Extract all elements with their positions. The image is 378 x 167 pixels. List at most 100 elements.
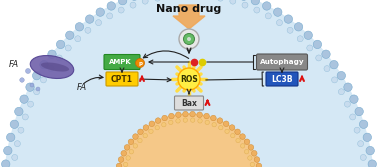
Circle shape bbox=[124, 162, 128, 167]
Circle shape bbox=[20, 95, 28, 103]
Circle shape bbox=[354, 127, 360, 133]
Circle shape bbox=[96, 20, 102, 26]
FancyBboxPatch shape bbox=[104, 54, 140, 69]
Circle shape bbox=[183, 118, 187, 122]
Circle shape bbox=[75, 23, 84, 31]
Circle shape bbox=[33, 71, 41, 80]
Circle shape bbox=[129, 150, 133, 154]
Circle shape bbox=[176, 119, 180, 123]
Text: FA: FA bbox=[77, 82, 87, 92]
Circle shape bbox=[107, 13, 113, 19]
Circle shape bbox=[231, 133, 235, 138]
Text: Nano drug: Nano drug bbox=[156, 4, 222, 14]
Circle shape bbox=[211, 115, 216, 121]
Circle shape bbox=[256, 163, 262, 167]
Circle shape bbox=[337, 71, 345, 80]
Circle shape bbox=[133, 144, 138, 148]
Circle shape bbox=[169, 120, 173, 125]
FancyArrowPatch shape bbox=[84, 75, 103, 83]
Circle shape bbox=[212, 122, 216, 127]
Circle shape bbox=[284, 15, 293, 23]
Text: FA: FA bbox=[9, 59, 19, 68]
Circle shape bbox=[138, 138, 142, 143]
Circle shape bbox=[229, 125, 235, 130]
Circle shape bbox=[240, 134, 245, 139]
Circle shape bbox=[85, 15, 94, 23]
Circle shape bbox=[307, 45, 313, 51]
FancyBboxPatch shape bbox=[106, 72, 138, 86]
Circle shape bbox=[366, 146, 374, 155]
Circle shape bbox=[287, 27, 293, 33]
Circle shape bbox=[344, 101, 350, 107]
Circle shape bbox=[363, 133, 372, 141]
Circle shape bbox=[274, 8, 282, 16]
FancyArrowPatch shape bbox=[143, 51, 189, 58]
Circle shape bbox=[248, 145, 254, 150]
Circle shape bbox=[155, 118, 161, 123]
Circle shape bbox=[191, 118, 195, 122]
Circle shape bbox=[12, 154, 18, 160]
Circle shape bbox=[218, 125, 223, 130]
Circle shape bbox=[36, 87, 40, 91]
Circle shape bbox=[96, 8, 104, 16]
Circle shape bbox=[265, 13, 271, 19]
Polygon shape bbox=[4, 0, 374, 167]
Circle shape bbox=[359, 120, 368, 128]
FancyBboxPatch shape bbox=[266, 72, 298, 86]
Circle shape bbox=[162, 122, 166, 127]
Circle shape bbox=[30, 83, 34, 87]
Circle shape bbox=[65, 31, 74, 39]
Circle shape bbox=[118, 0, 127, 5]
Circle shape bbox=[138, 129, 143, 135]
Text: LC3B: LC3B bbox=[271, 74, 293, 84]
Circle shape bbox=[350, 114, 356, 120]
Circle shape bbox=[251, 0, 260, 5]
Circle shape bbox=[332, 77, 338, 83]
Circle shape bbox=[75, 36, 81, 42]
Circle shape bbox=[242, 2, 248, 8]
Circle shape bbox=[217, 0, 223, 1]
Circle shape bbox=[204, 113, 209, 119]
Circle shape bbox=[56, 40, 65, 49]
Circle shape bbox=[28, 101, 34, 107]
Circle shape bbox=[85, 27, 91, 33]
Circle shape bbox=[350, 95, 358, 103]
Circle shape bbox=[330, 60, 338, 69]
Circle shape bbox=[338, 89, 344, 95]
Circle shape bbox=[26, 83, 34, 91]
Circle shape bbox=[217, 118, 223, 123]
Circle shape bbox=[15, 107, 23, 116]
Circle shape bbox=[197, 112, 203, 118]
Circle shape bbox=[250, 162, 254, 167]
Circle shape bbox=[294, 23, 303, 31]
Circle shape bbox=[316, 55, 322, 61]
Circle shape bbox=[126, 156, 130, 160]
Circle shape bbox=[254, 7, 260, 13]
Circle shape bbox=[116, 163, 122, 167]
FancyBboxPatch shape bbox=[257, 54, 307, 70]
Circle shape bbox=[40, 60, 48, 69]
Circle shape bbox=[225, 129, 229, 134]
Circle shape bbox=[360, 154, 366, 160]
Circle shape bbox=[236, 138, 240, 143]
Circle shape bbox=[56, 55, 62, 61]
Circle shape bbox=[368, 160, 376, 167]
Circle shape bbox=[251, 150, 257, 156]
Circle shape bbox=[48, 50, 56, 58]
Text: p: p bbox=[138, 60, 142, 65]
Polygon shape bbox=[118, 114, 260, 167]
Circle shape bbox=[149, 121, 155, 127]
Ellipse shape bbox=[41, 62, 69, 71]
Text: AMPK: AMPK bbox=[108, 59, 132, 65]
Circle shape bbox=[130, 2, 136, 8]
Circle shape bbox=[40, 77, 46, 83]
Circle shape bbox=[205, 120, 209, 125]
Circle shape bbox=[10, 120, 19, 128]
Circle shape bbox=[297, 36, 303, 42]
Circle shape bbox=[128, 139, 134, 145]
Circle shape bbox=[65, 45, 71, 51]
Circle shape bbox=[107, 2, 115, 10]
Circle shape bbox=[14, 141, 20, 147]
Circle shape bbox=[223, 121, 229, 127]
Circle shape bbox=[155, 125, 160, 130]
